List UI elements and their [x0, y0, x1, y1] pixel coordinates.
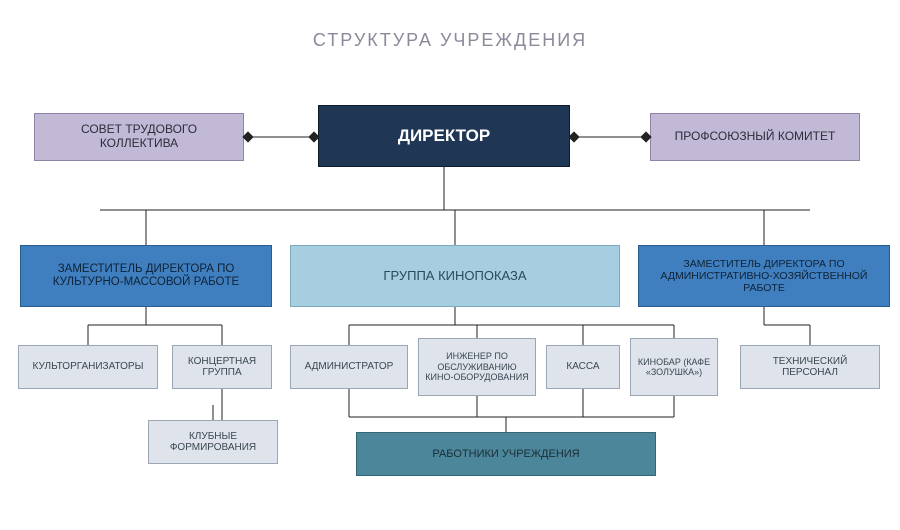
- node-deputy-admin: ЗАМЕСТИТЕЛЬ ДИРЕКТОРА ПО АДМИНИСТРАТИВНО…: [638, 245, 890, 307]
- node-kultorg: КУЛЬТОРГАНИЗАТОРЫ: [18, 345, 158, 389]
- node-union: ПРОФСОЮЗНЫЙ КОМИТЕТ: [650, 113, 860, 161]
- node-admin: АДМИНИСТРАТОР: [290, 345, 408, 389]
- node-council: СОВЕТ ТРУДОВОГО КОЛЛЕКТИВА: [34, 113, 244, 161]
- node-cinema-group: ГРУППА КИНОПОКАЗА: [290, 245, 620, 307]
- node-deputy-culture: ЗАМЕСТИТЕЛЬ ДИРЕКТОРА ПО КУЛЬТУРНО-МАССО…: [20, 245, 272, 307]
- node-engineer: ИНЖЕНЕР ПО ОБСЛУЖИВАНИЮ КИНО-ОБОРУДОВАНИ…: [418, 338, 536, 396]
- node-employees: РАБОТНИКИ УЧРЕЖДЕНИЯ: [356, 432, 656, 476]
- node-kinobar: КИНОБАР (КАФЕ «ЗОЛУШКА»): [630, 338, 718, 396]
- connector-diamond: [242, 131, 253, 142]
- connector-diamond: [568, 131, 579, 142]
- node-clubs: КЛУБНЫЕ ФОРМИРОВАНИЯ: [148, 420, 278, 464]
- node-kassa: КАССА: [546, 345, 620, 389]
- chart-title: СТРУКТУРА УЧРЕЖДЕНИЯ: [0, 30, 900, 51]
- node-techstaff: ТЕХНИЧЕСКИЙ ПЕРСОНАЛ: [740, 345, 880, 389]
- node-concert: КОНЦЕРТНАЯ ГРУППА: [172, 345, 272, 389]
- org-chart-canvas: СТРУКТУРА УЧРЕЖДЕНИЯ ДИРЕКТОР СОВЕТ ТРУДО…: [0, 0, 900, 530]
- node-director: ДИРЕКТОР: [318, 105, 570, 167]
